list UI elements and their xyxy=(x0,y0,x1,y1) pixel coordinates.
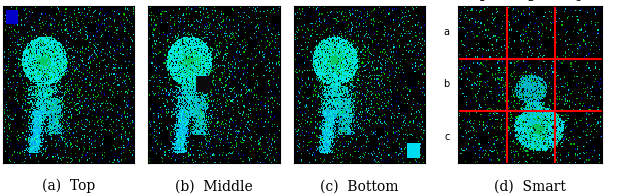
Text: 1: 1 xyxy=(479,0,485,3)
Text: (b)  Middle: (b) Middle xyxy=(175,179,253,193)
Text: (c)  Bottom: (c) Bottom xyxy=(320,179,399,193)
Text: b: b xyxy=(444,79,450,89)
Text: a: a xyxy=(444,27,450,37)
Text: (a)  Top: (a) Top xyxy=(42,179,95,193)
Text: 2: 2 xyxy=(527,0,533,3)
Text: (d)  Smart: (d) Smart xyxy=(494,179,566,193)
Text: c: c xyxy=(444,132,449,142)
Text: 3: 3 xyxy=(575,0,581,3)
